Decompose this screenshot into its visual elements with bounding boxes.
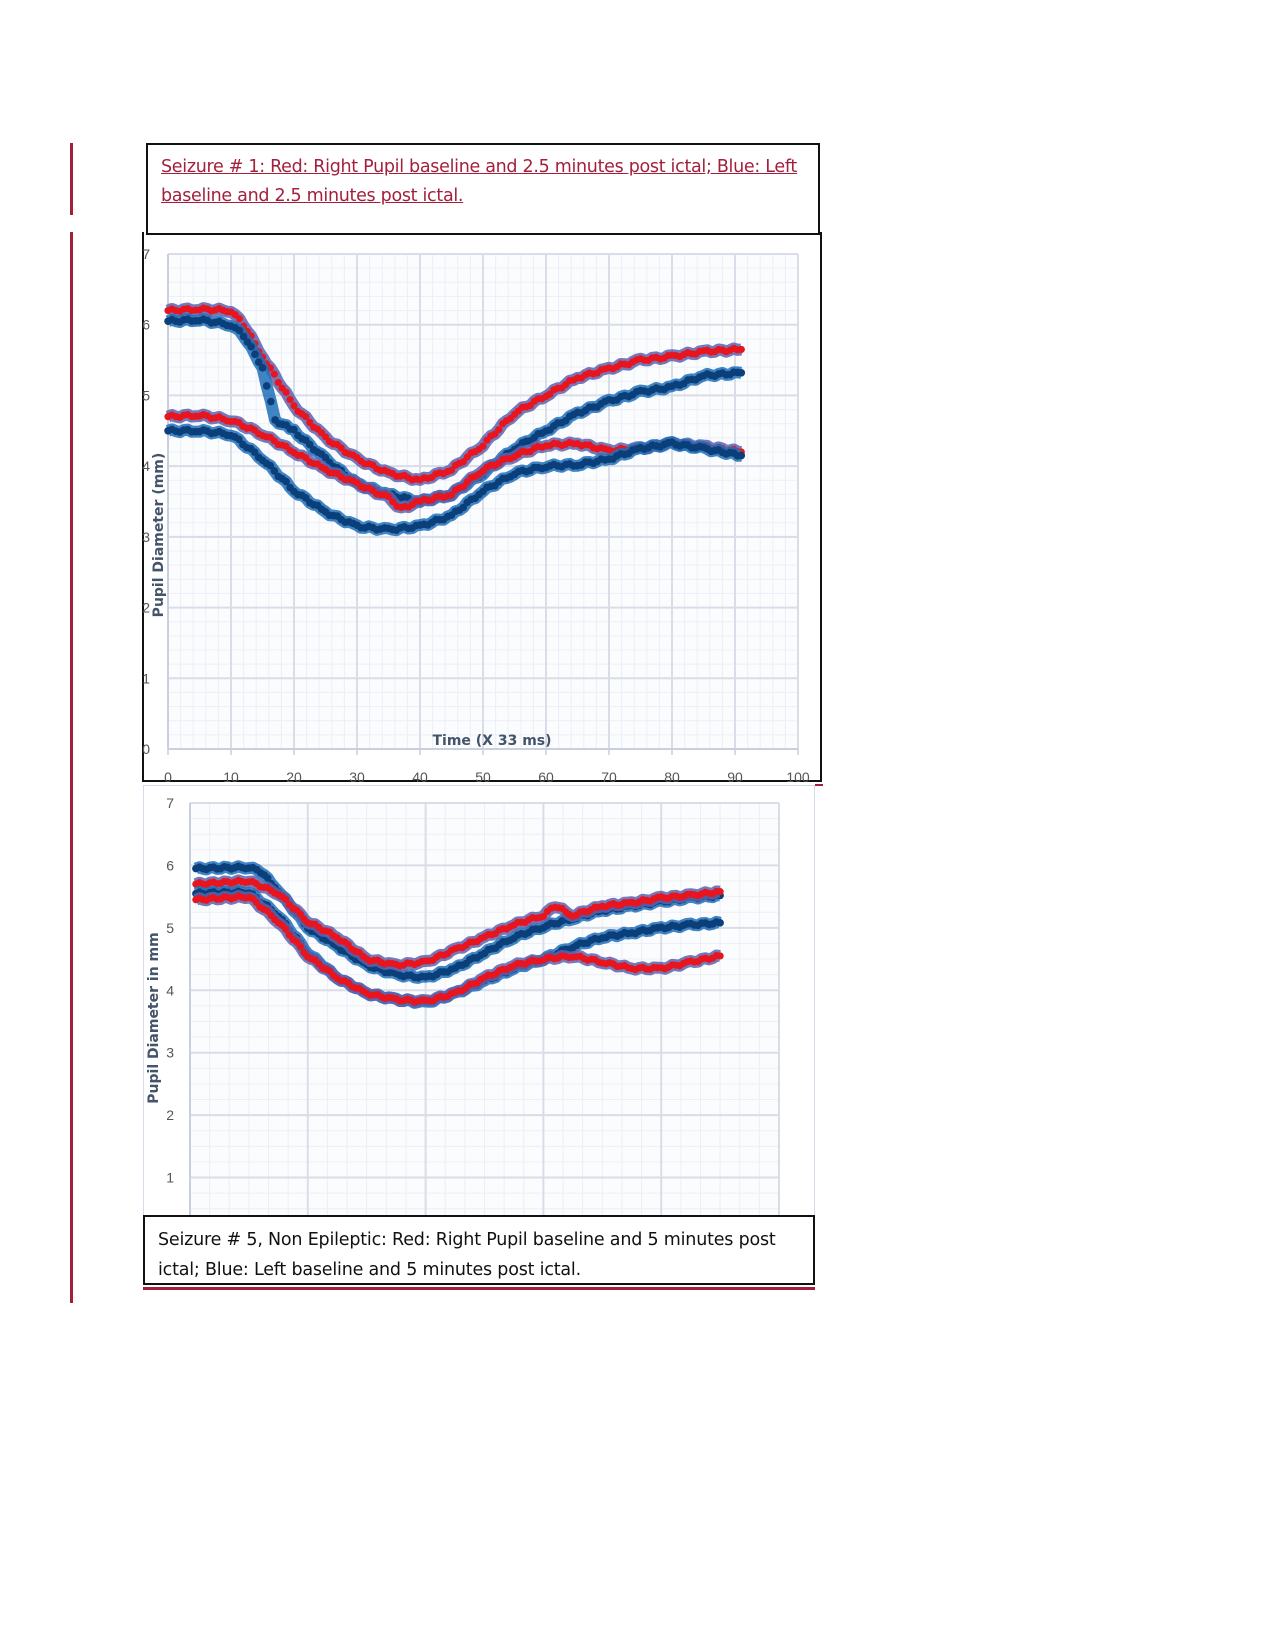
data-marker bbox=[235, 315, 243, 323]
revision-bar bbox=[70, 232, 73, 1303]
y-tick-label: 2 bbox=[166, 1107, 174, 1123]
y-tick-label: 1 bbox=[166, 1170, 174, 1186]
divider-line bbox=[143, 1287, 815, 1290]
top-chart-frame bbox=[142, 232, 822, 782]
data-marker bbox=[251, 350, 259, 359]
data-marker bbox=[305, 440, 314, 449]
y-axis-title: Pupil Diameter (mm) bbox=[151, 453, 167, 618]
data-marker bbox=[270, 370, 278, 378]
chart-2: 1 2 3 4 5 6 7 Pupil Diameter in mm bbox=[146, 795, 780, 1215]
data-marker bbox=[459, 503, 468, 512]
y-axis-title: Pupil Diameter in mm bbox=[146, 932, 162, 1103]
data-marker bbox=[274, 378, 282, 387]
series-left-2-5-min-post-ictal bbox=[164, 423, 746, 537]
y-tick-label: 3 bbox=[166, 1045, 174, 1061]
data-marker bbox=[447, 466, 456, 474]
bottom-chart-caption: Seizure # 5, Non Epileptic: Red: Right P… bbox=[143, 1215, 815, 1285]
divider-mark bbox=[815, 784, 823, 786]
data-marker bbox=[716, 888, 724, 896]
y-tick-label: 3 bbox=[142, 529, 150, 545]
data-marker bbox=[306, 418, 314, 427]
y-tick-label: 7 bbox=[142, 246, 150, 262]
x-tick-label: 20 bbox=[286, 769, 302, 785]
data-marker bbox=[737, 451, 746, 460]
y-tick-label: 0 bbox=[142, 741, 150, 757]
data-marker bbox=[235, 326, 244, 335]
revision-bar bbox=[70, 143, 73, 215]
y-tick-label: 2 bbox=[142, 600, 150, 616]
data-marker bbox=[296, 943, 305, 951]
data-marker bbox=[267, 397, 275, 406]
data-marker bbox=[479, 442, 487, 450]
data-marker bbox=[258, 363, 267, 372]
data-marker bbox=[254, 358, 263, 366]
x-tick-label: 70 bbox=[601, 769, 617, 785]
x-tick-label: 10 bbox=[223, 769, 239, 785]
data-marker bbox=[270, 467, 279, 475]
y-tick-label: 6 bbox=[166, 857, 174, 873]
data-marker bbox=[290, 402, 298, 410]
data-marker bbox=[282, 895, 290, 904]
y-tick-label: 7 bbox=[166, 795, 174, 811]
data-marker bbox=[447, 491, 456, 499]
data-marker bbox=[263, 874, 272, 882]
data-marker bbox=[539, 912, 548, 921]
data-marker bbox=[737, 369, 746, 377]
data-marker bbox=[282, 925, 290, 933]
data-marker bbox=[716, 919, 724, 927]
data-marker bbox=[296, 910, 305, 918]
data-marker bbox=[389, 498, 397, 506]
data-marker bbox=[384, 492, 393, 501]
x-axis-title: Time (X 33 ms) bbox=[432, 733, 551, 749]
data-marker bbox=[235, 435, 243, 444]
data-marker bbox=[290, 425, 298, 434]
data-marker bbox=[262, 382, 271, 390]
x-tick-label: 50 bbox=[475, 769, 491, 785]
data-marker bbox=[459, 458, 467, 466]
y-tick-label: 1 bbox=[142, 670, 150, 686]
y-tick-label: 4 bbox=[166, 982, 174, 998]
series-right-baseline bbox=[192, 874, 724, 972]
data-marker bbox=[321, 433, 330, 441]
y-tick-label: 6 bbox=[142, 317, 150, 333]
data-marker bbox=[250, 448, 259, 456]
data-marker bbox=[247, 342, 255, 351]
data-marker bbox=[302, 412, 310, 421]
y-tick-label: 5 bbox=[142, 387, 150, 403]
data-marker bbox=[459, 482, 467, 491]
x-tick-label: 30 bbox=[349, 769, 365, 785]
data-marker bbox=[266, 461, 275, 470]
x-tick-label: 60 bbox=[538, 769, 554, 785]
top-chart-caption: Seizure # 1: Red: Right Pupil baseline a… bbox=[146, 143, 820, 235]
x-tick-label: 0 bbox=[164, 769, 172, 785]
x-tick-label: 80 bbox=[664, 769, 680, 785]
data-marker bbox=[286, 395, 294, 404]
y-tick-label: 4 bbox=[142, 458, 150, 474]
data-marker bbox=[495, 426, 503, 434]
x-tick-label: 90 bbox=[727, 769, 743, 785]
data-marker bbox=[282, 388, 290, 396]
x-tick-label: 40 bbox=[412, 769, 428, 785]
x-tick-label: 100 bbox=[786, 769, 810, 785]
data-marker bbox=[737, 345, 745, 354]
y-tick-label: 5 bbox=[166, 920, 174, 936]
data-marker bbox=[239, 332, 248, 341]
series-right-5-min-post-ictal bbox=[192, 890, 724, 1009]
data-marker bbox=[716, 952, 724, 960]
data-marker bbox=[282, 477, 290, 486]
